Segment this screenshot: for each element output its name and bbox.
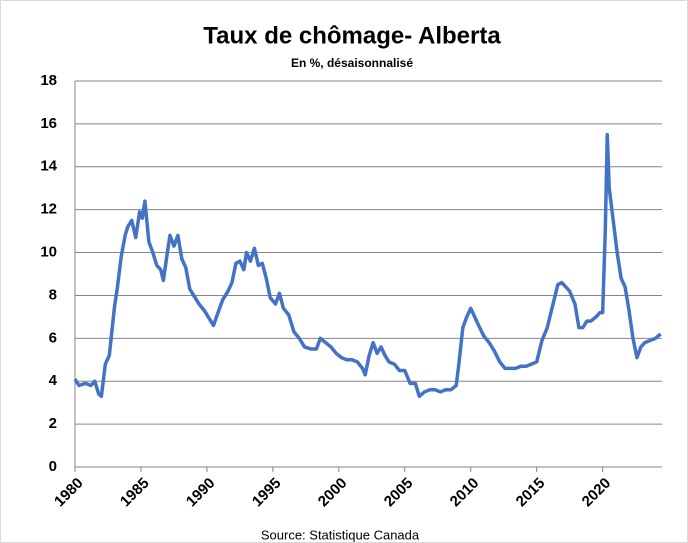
- source-note: Source: Statistique Canada: [261, 527, 420, 542]
- chart-subtitle: En %, désaisonnalisé: [291, 56, 413, 70]
- chart-title: Taux de chômage- Alberta: [203, 22, 501, 49]
- y-tick-label: 12: [40, 201, 57, 218]
- y-tick-label: 16: [40, 115, 57, 132]
- y-tick-label: 0: [49, 458, 57, 475]
- y-tick-label: 8: [49, 286, 57, 303]
- y-tick-label: 10: [40, 244, 57, 261]
- y-tick-label: 18: [40, 72, 57, 89]
- y-tick-label: 6: [49, 329, 57, 346]
- y-tick-label: 4: [49, 372, 58, 389]
- y-tick-label: 14: [40, 158, 57, 175]
- y-tick-label: 2: [49, 415, 57, 432]
- data-line: [73, 132, 662, 398]
